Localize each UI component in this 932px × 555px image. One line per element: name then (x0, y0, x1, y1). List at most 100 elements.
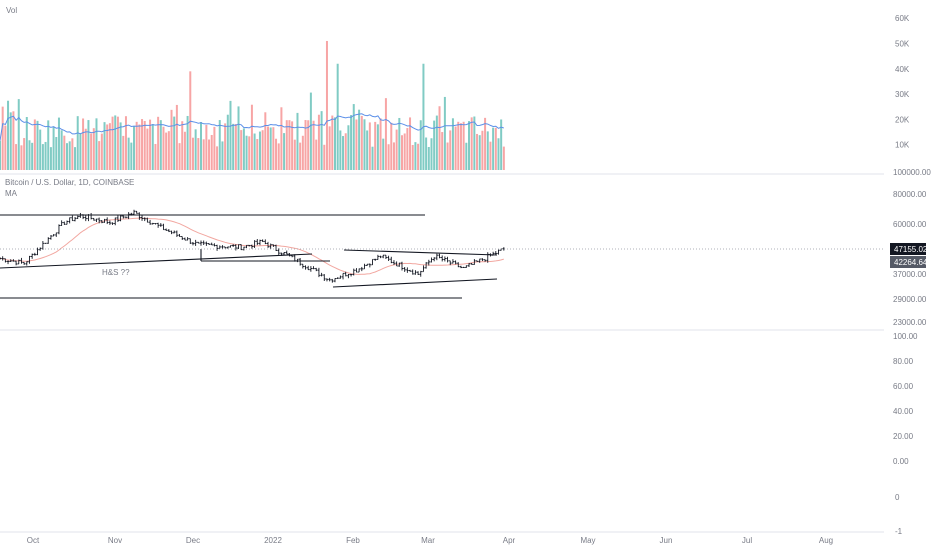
price-bar (221, 245, 224, 249)
price-bar (298, 258, 302, 266)
price-bar (76, 215, 79, 219)
oscillator-tick-label: 40.00 (893, 407, 914, 416)
price-bar (344, 271, 347, 277)
volume-bar (149, 119, 152, 170)
price-bar (352, 268, 355, 276)
volume-bar (79, 133, 82, 170)
volume-bar (100, 133, 103, 170)
price-bar (218, 245, 221, 249)
oscillator-tick-label: 0.00 (893, 457, 909, 466)
volume-bar (355, 119, 358, 170)
time-tick-label: Oct (27, 536, 40, 545)
price-tick-label: 100000.00 (893, 168, 931, 177)
volume-bar (36, 120, 39, 170)
price-bar (331, 278, 334, 283)
volume-bar (106, 124, 109, 170)
trendline-channel-bottom (332, 278, 498, 288)
price-bar (264, 239, 267, 245)
volume-bar (342, 136, 345, 170)
volume-bar (497, 138, 500, 170)
volume-bar (23, 138, 26, 170)
price-bar (167, 229, 171, 233)
volume-axis: 60K 50K 40K 30K 20K 10K (895, 14, 910, 149)
trendlines[interactable] (0, 214, 498, 299)
price-bar (443, 256, 447, 262)
price-bar (175, 230, 179, 237)
volume-bar (141, 119, 144, 170)
volume-bar (309, 92, 312, 170)
price-bar (449, 260, 452, 266)
volume-bar (307, 120, 310, 170)
price-bar (111, 222, 114, 225)
volume-bar (350, 115, 353, 170)
volume-bar (344, 133, 347, 170)
time-tick-label: Nov (108, 536, 122, 545)
price-bar (427, 259, 430, 266)
time-tick-label: Dec (186, 536, 200, 545)
volume-bar (419, 120, 422, 170)
volume-bar (20, 145, 23, 170)
ma-price-tag (890, 256, 926, 268)
price-bar (143, 217, 146, 222)
price-bar (269, 243, 272, 249)
volume-bar (291, 121, 294, 170)
volume-bar (288, 120, 291, 170)
price-bar (84, 215, 87, 222)
volume-bar (269, 127, 272, 170)
volume-bar (283, 133, 286, 170)
volume-bar (17, 99, 20, 170)
price-bar (57, 224, 61, 235)
hs-annotation[interactable]: H&S ?? (102, 268, 130, 277)
price-bar (119, 215, 122, 222)
volume-bar (390, 122, 393, 170)
volume-bar (494, 127, 497, 170)
price-bar (470, 262, 473, 265)
volume-bar (368, 122, 371, 170)
price-bar (229, 245, 232, 248)
price-bar (245, 244, 248, 249)
volume-tick-label: 40K (895, 65, 910, 74)
price-bar (55, 232, 58, 237)
price-bar (186, 237, 189, 241)
volume-bar (422, 63, 425, 170)
price-bar (52, 234, 55, 237)
price-bar (424, 262, 428, 269)
volume-bar (449, 130, 452, 170)
volume-bar (395, 129, 398, 170)
oscillator-axis: 100.00 80.00 60.00 40.00 20.00 0.00 0 -1 (893, 332, 918, 536)
volume-bar (304, 120, 307, 170)
volume-bar (451, 118, 454, 170)
price-bar (226, 246, 229, 249)
volume-bar (133, 126, 135, 170)
volume-bar (181, 121, 184, 170)
volume-bar (476, 133, 479, 170)
volume-bar (502, 146, 505, 170)
volume-bar (403, 133, 406, 170)
symbol-title: Bitcoin / U.S. Dollar, 1D, COINBASE (5, 178, 134, 187)
volume-tick-label: 30K (895, 90, 910, 99)
volume-bar (409, 117, 412, 170)
volume-bar (264, 112, 267, 170)
volume-bar (189, 71, 192, 170)
price-bar (446, 256, 449, 263)
volume-bar (414, 142, 417, 170)
volume-ma (0, 113, 504, 141)
price-bar (17, 259, 20, 265)
volume-bar (119, 122, 122, 170)
price-bar (478, 258, 481, 263)
price-bar (315, 267, 318, 272)
volume-bar (98, 141, 101, 170)
price-bar (44, 242, 47, 244)
time-tick-label: May (580, 536, 595, 545)
price-bar (4, 258, 7, 263)
volume-bar (336, 63, 339, 170)
volume-bar (159, 120, 162, 170)
volume-bar (111, 116, 114, 170)
volume-bar (221, 141, 224, 170)
volume-bar (387, 144, 390, 170)
volume-bar (154, 143, 157, 170)
volume-bar (173, 116, 176, 170)
price-bar (1, 256, 4, 261)
price-bar (438, 253, 441, 259)
